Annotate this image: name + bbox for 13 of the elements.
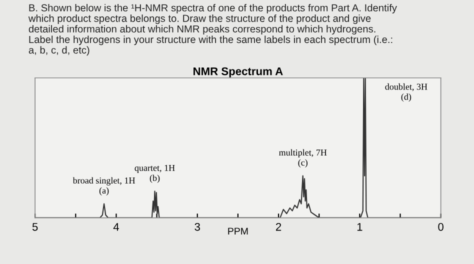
x-tick-label: 3: [194, 222, 200, 231]
x-axis-title: PPM: [228, 228, 248, 235]
x-tick-label: 0: [438, 222, 444, 231]
x-tick-label: 2: [276, 222, 282, 231]
annotation: quartet, 1H (b): [134, 164, 175, 183]
text: B. Shown below is the ¹H-NMR spectra of one of the products from Part A. Identify which product spectra belongs to. Draw the structure of the product and give detailed information about which NMR peaks correspond to which hydrogens. Label the hydrogens in your structure with the same labels in each spectrum (i.e.: a, b, c, d, etc): [28, 4, 397, 56]
annotation: doublet, 3H (d): [385, 83, 428, 102]
x-tick-label: 5: [32, 223, 38, 231]
annotation: multiplet, 7H (c): [278, 149, 327, 168]
annotation: broad singlet, 1H (a): [72, 177, 136, 196]
chart-title: NMR Spectrum A: [194, 67, 283, 78]
x-tick-label: 4: [113, 223, 119, 231]
x-tick-label: 1: [357, 223, 362, 231]
